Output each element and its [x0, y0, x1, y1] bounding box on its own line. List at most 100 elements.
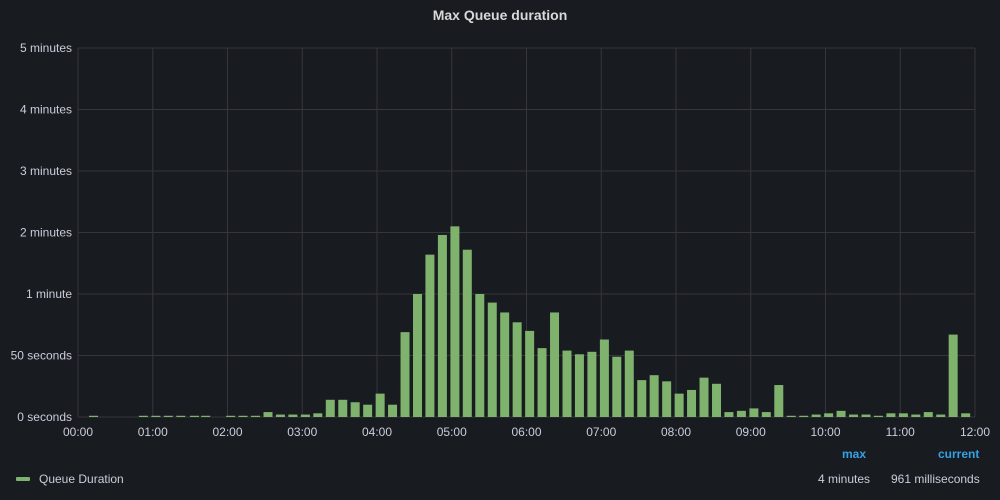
bar	[811, 414, 821, 417]
bar	[238, 415, 248, 417]
legend-item-queue-duration[interactable]: Queue Duration	[16, 472, 124, 486]
x-axis: 00:00 01:00 02:00 03:00 04:00 05:00 06:00 07:00…	[63, 425, 990, 439]
bar	[712, 383, 722, 417]
bar	[699, 377, 709, 417]
legend-header-max[interactable]: max	[842, 447, 867, 461]
bar	[562, 350, 572, 417]
grid-lines	[77, 47, 976, 418]
bar	[961, 413, 971, 417]
bar	[911, 414, 921, 417]
bar	[500, 312, 510, 417]
bar	[936, 414, 946, 417]
panel-title: Max Queue duration	[432, 7, 568, 23]
bar	[176, 415, 186, 417]
bar	[375, 393, 385, 417]
bar	[300, 414, 310, 417]
bar	[151, 415, 161, 417]
x-tick-label: 01:00	[138, 425, 168, 439]
x-tick-label: 12:00	[960, 425, 990, 439]
y-axis: 0 seconds 50 seconds 1 minute 2 minutes 3 mi…	[11, 41, 73, 424]
bar	[948, 334, 958, 417]
bar	[824, 413, 834, 417]
bar	[849, 414, 859, 417]
bar	[263, 412, 273, 417]
bar	[537, 348, 547, 417]
bar	[425, 254, 435, 417]
bar	[774, 385, 784, 417]
bar	[599, 339, 609, 417]
bar	[786, 415, 796, 417]
bar	[437, 234, 447, 417]
legend-header-current[interactable]: current	[938, 447, 980, 461]
x-tick-label: 06:00	[511, 425, 541, 439]
bar	[450, 226, 460, 417]
bar	[550, 312, 560, 417]
y-tick-label: 4 minutes	[20, 103, 72, 117]
bar	[325, 399, 335, 417]
bar	[749, 408, 759, 417]
bar	[662, 381, 672, 417]
bar	[413, 294, 423, 417]
y-tick-label: 2 minutes	[20, 226, 72, 240]
legend-value-max: 4 minutes	[818, 472, 871, 486]
y-tick-label: 5 minutes	[20, 41, 72, 55]
bar	[637, 380, 647, 417]
bar	[799, 415, 809, 417]
bar	[574, 354, 584, 417]
bar	[886, 413, 896, 417]
bar	[487, 302, 497, 417]
x-tick-label: 07:00	[586, 425, 616, 439]
bar	[687, 389, 697, 417]
bar	[251, 415, 261, 417]
bar	[761, 412, 771, 417]
bar	[226, 415, 236, 417]
bar	[138, 415, 148, 417]
bar	[350, 402, 360, 417]
x-tick-label: 05:00	[437, 425, 467, 439]
bar	[624, 350, 634, 417]
legend-swatch	[16, 477, 30, 481]
bar	[275, 414, 285, 417]
x-tick-label: 09:00	[736, 425, 766, 439]
bar	[898, 413, 908, 417]
bar	[736, 410, 746, 417]
bar	[163, 415, 173, 417]
bar	[388, 404, 398, 417]
bar	[923, 412, 933, 417]
x-tick-label: 08:00	[661, 425, 691, 439]
bar	[363, 404, 373, 417]
legend-series-name: Queue Duration	[39, 472, 124, 486]
y-tick-label: 1 minute	[26, 287, 72, 301]
bar	[861, 414, 871, 417]
y-tick-label: 0 seconds	[17, 410, 72, 424]
bar	[724, 412, 734, 417]
x-tick-label: 11:00	[886, 425, 915, 439]
x-tick-label: 04:00	[362, 425, 392, 439]
bar	[400, 332, 410, 417]
bar	[89, 415, 99, 417]
x-tick-label: 03:00	[287, 425, 317, 439]
bar	[525, 330, 535, 417]
bar	[462, 249, 472, 417]
y-tick-label: 3 minutes	[20, 164, 72, 178]
x-tick-label: 02:00	[212, 425, 242, 439]
bar	[836, 410, 846, 417]
bar	[612, 356, 622, 417]
bar	[674, 393, 684, 417]
bar	[338, 399, 348, 417]
series-queue-duration	[89, 226, 971, 417]
bar	[189, 415, 199, 417]
legend-value-current: 961 milliseconds	[891, 472, 980, 486]
bar	[313, 413, 323, 417]
bar	[873, 415, 883, 417]
bar	[649, 375, 659, 417]
bar	[201, 415, 211, 417]
bar	[512, 322, 522, 417]
x-tick-label: 00:00	[63, 425, 93, 439]
bar	[587, 351, 597, 417]
y-tick-label: 50 seconds	[11, 349, 72, 363]
bar	[475, 294, 485, 417]
x-tick-label: 10:00	[810, 425, 840, 439]
